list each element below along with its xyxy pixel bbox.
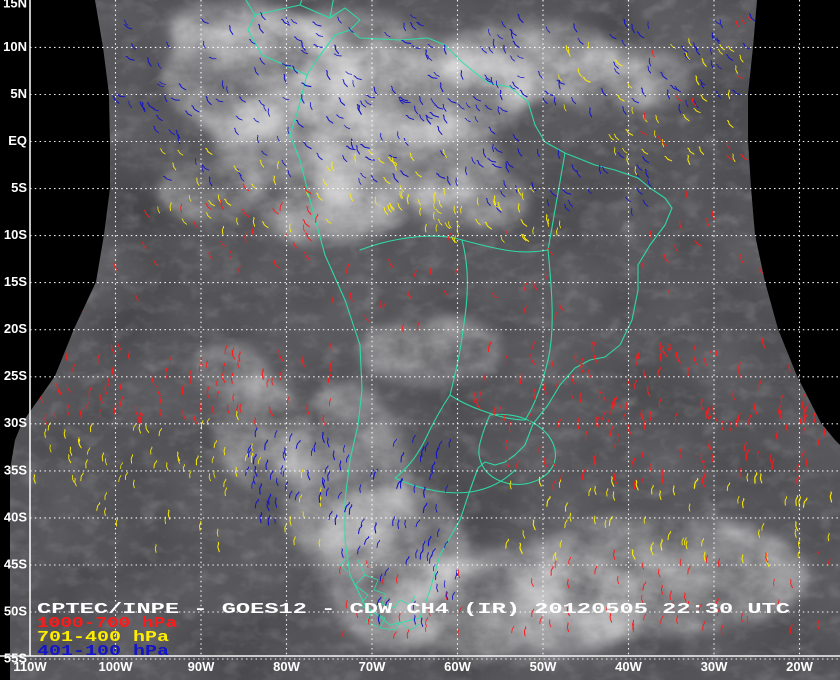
- svg-text:80W: 80W: [273, 659, 300, 674]
- svg-text:25S: 25S: [4, 368, 27, 383]
- svg-text:90W: 90W: [188, 659, 215, 674]
- svg-text:5S: 5S: [11, 180, 27, 195]
- svg-text:70W: 70W: [359, 659, 386, 674]
- svg-text:20S: 20S: [4, 321, 27, 336]
- svg-text:40S: 40S: [4, 509, 27, 524]
- svg-text:35S: 35S: [4, 462, 27, 477]
- svg-text:100W: 100W: [99, 659, 134, 674]
- svg-text:60W: 60W: [444, 659, 471, 674]
- svg-text:40W: 40W: [615, 659, 642, 674]
- svg-text:15S: 15S: [4, 274, 27, 289]
- svg-text:10S: 10S: [4, 227, 27, 242]
- svg-text:401-100 hPa: 401-100 hPa: [37, 644, 169, 660]
- svg-text:10N: 10N: [3, 39, 27, 54]
- svg-text:5N: 5N: [10, 86, 27, 101]
- svg-text:30S: 30S: [4, 415, 27, 430]
- svg-text:50W: 50W: [530, 659, 557, 674]
- svg-text:30W: 30W: [701, 659, 728, 674]
- svg-text:50S: 50S: [4, 603, 27, 618]
- svg-text:15N: 15N: [3, 0, 27, 10]
- svg-text:45S: 45S: [4, 556, 27, 571]
- svg-text:110W: 110W: [13, 659, 47, 674]
- svg-text:20W: 20W: [786, 659, 813, 674]
- svg-text:EQ: EQ: [8, 133, 27, 148]
